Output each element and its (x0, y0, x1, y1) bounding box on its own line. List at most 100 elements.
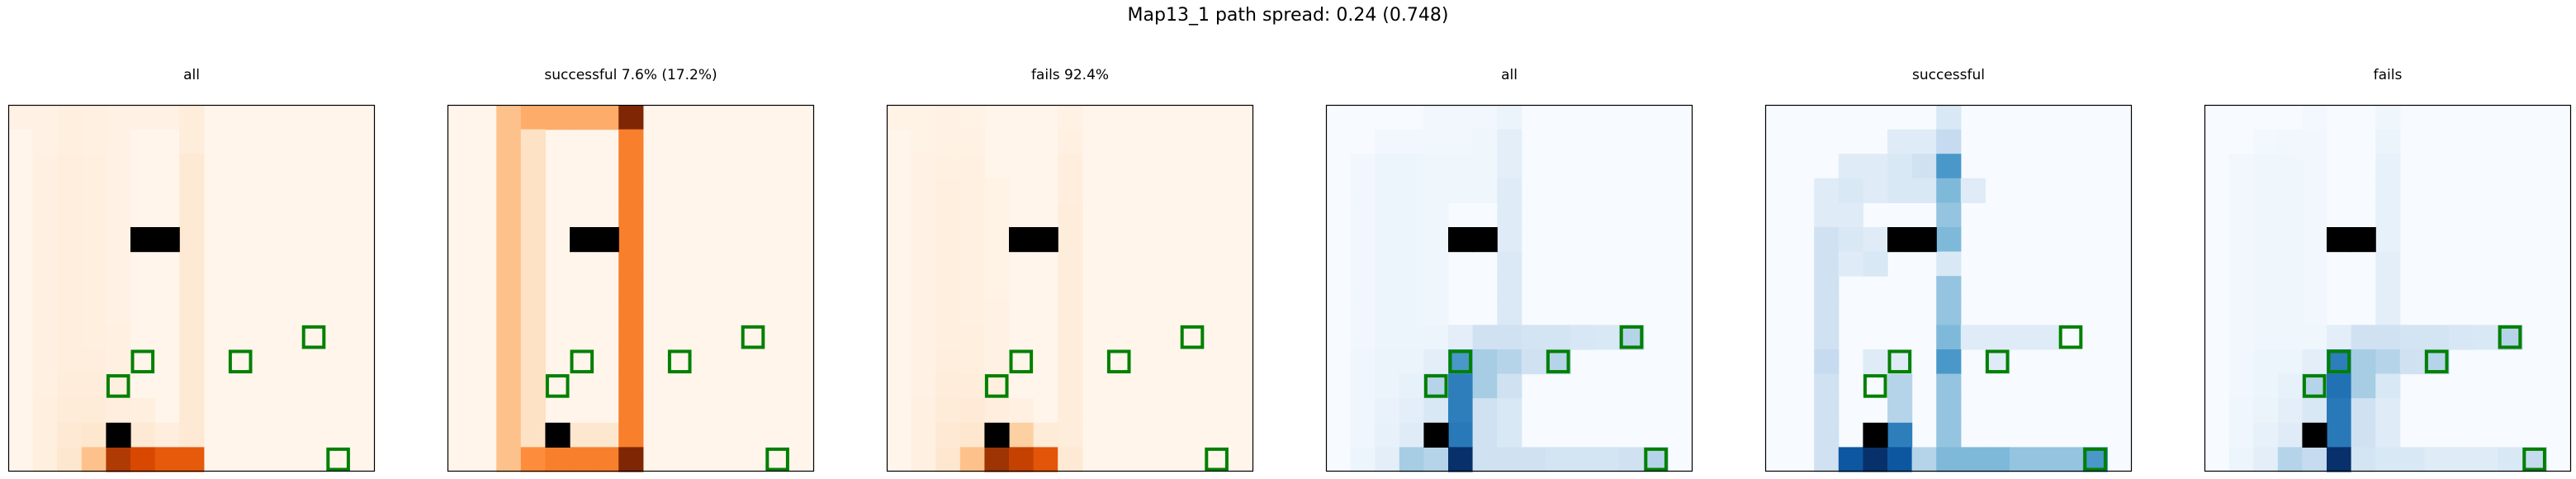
heatmap-cell (1009, 422, 1035, 448)
heatmap-cell (1911, 178, 1937, 203)
heatmap-cell (1985, 447, 2010, 472)
heatmap-cell (1423, 227, 1449, 253)
heatmap-cell (1838, 447, 1863, 472)
heatmap-cell (1521, 325, 1546, 350)
obstacle-cell (594, 227, 619, 253)
heatmap-cell (1911, 154, 1937, 179)
heatmap-cell (81, 105, 107, 130)
heatmap-cell (2277, 422, 2303, 448)
heatmap-cell (154, 447, 180, 472)
heatmap-cell (496, 227, 522, 253)
heatmap-cell (2277, 178, 2303, 203)
heatmap-cell (2034, 325, 2059, 350)
heatmap-cell (2351, 325, 2376, 350)
heatmap-cell (1887, 373, 1913, 399)
heatmap-cell (496, 422, 522, 448)
heatmap-cell (520, 129, 546, 154)
heatmap-cell (984, 398, 1010, 424)
heatmap-cell (594, 447, 619, 472)
heatmap-cell (1887, 422, 1913, 448)
obstacle-cell (2302, 422, 2327, 448)
heatmap-cell (618, 373, 644, 399)
heatmap-cell (1936, 398, 1962, 424)
axes-frame (1325, 104, 1693, 472)
heatmap-cell (2253, 202, 2279, 228)
heatmap-cell (1399, 300, 1424, 325)
heatmap-cell (520, 251, 546, 277)
heatmap-cell (1960, 447, 1986, 472)
heatmap-cell (106, 398, 131, 424)
heatmap-cell (984, 227, 1010, 253)
heatmap-cell (1863, 178, 1888, 203)
heatmap-cell (2228, 300, 2254, 325)
heatmap-cell (106, 325, 131, 350)
heatmap-cell (2327, 447, 2352, 472)
heatmap-cell (57, 227, 83, 253)
heatmap-cell (57, 154, 83, 179)
target-marker (741, 325, 765, 349)
heatmap-cell (1472, 178, 1498, 203)
obstacle-cell (1887, 227, 1913, 253)
heatmap-cell (2228, 251, 2254, 277)
heatmap-cell (1814, 447, 1840, 472)
heatmap-cell (1009, 447, 1035, 472)
heatmap-cell (1472, 373, 1498, 399)
heatmap-cell (935, 398, 961, 424)
heatmap-cell (2228, 447, 2254, 472)
heatmap-cell (130, 422, 156, 448)
heatmap-cell (1448, 373, 1474, 399)
heatmap-cell (2253, 447, 2279, 472)
heatmap-cell (8, 105, 34, 130)
target-marker (1009, 349, 1034, 374)
heatmap-cell (1058, 447, 1083, 472)
heatmap-cell (2034, 447, 2059, 472)
heatmap-cell (1423, 447, 1449, 472)
heatmap-panel-1 (7, 104, 376, 472)
heatmap-cell (1936, 373, 1962, 399)
heatmap-cell (2058, 447, 2084, 472)
heatmap-cell (959, 251, 985, 277)
axes-frame (7, 104, 376, 472)
heatmap-cell (618, 398, 644, 424)
heatmap-cell (1936, 202, 1962, 228)
heatmap-cell (496, 154, 522, 179)
heatmap-cell (179, 202, 205, 228)
heatmap-cell (1863, 154, 1888, 179)
heatmap-cell (959, 398, 985, 424)
target-marker (1644, 447, 1668, 472)
heatmap-panel-4 (1325, 104, 1693, 472)
obstacle-cell (1009, 227, 1035, 253)
heatmap-cell (911, 422, 936, 448)
heatmap-cell (935, 202, 961, 228)
heatmap-cell (984, 276, 1010, 301)
heatmap-cell (1936, 227, 1962, 253)
heatmap-panel-6 (2204, 104, 2572, 472)
heatmap-cell (57, 251, 83, 277)
obstacle-cell (984, 422, 1010, 448)
heatmap-cell (935, 447, 961, 472)
heatmap-cell (1448, 154, 1474, 179)
heatmap-cell (618, 349, 644, 375)
heatmap-cell (2375, 325, 2401, 350)
target-marker (130, 349, 155, 374)
heatmap-cell (911, 349, 936, 375)
heatmap-cell (57, 300, 83, 325)
heatmap-cell (2302, 129, 2327, 154)
heatmap-cell (959, 227, 985, 253)
heatmap-cell (2302, 105, 2327, 130)
heatmap-cell (911, 251, 936, 277)
heatmap-cell (1887, 129, 1913, 154)
heatmap-cell (2375, 300, 2401, 325)
heatmap-cell (106, 447, 131, 472)
heatmap-cell (984, 178, 1010, 203)
heatmap-cell (1423, 105, 1449, 130)
heatmap-cell (2449, 447, 2474, 472)
heatmap-cell (1058, 105, 1083, 130)
heatmap-cell (1423, 276, 1449, 301)
heatmap-cell (179, 325, 205, 350)
heatmap-cell (2228, 398, 2254, 424)
heatmap-cell (1594, 447, 1620, 472)
heatmap-cell (2253, 154, 2279, 179)
heatmap-cell (935, 325, 961, 350)
heatmap-cell (2253, 398, 2279, 424)
